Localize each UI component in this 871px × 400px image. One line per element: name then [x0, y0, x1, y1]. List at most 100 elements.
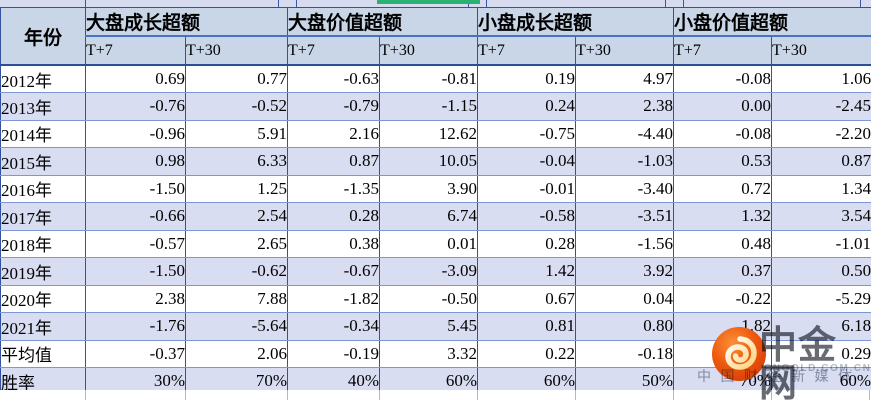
- value-cell: -0.75: [477, 119, 577, 148]
- row-label: 2017年: [0, 202, 86, 231]
- value-cell: 1.32: [673, 202, 773, 231]
- gridline-tick: [869, 390, 870, 400]
- value-cell: -0.34: [287, 312, 381, 341]
- value-cell: -0.63: [287, 64, 381, 93]
- value-cell: 0.77: [184, 64, 289, 93]
- value-cell: -5.64: [184, 312, 289, 341]
- row-label: 平均值: [0, 339, 86, 368]
- value-cell: -0.76: [85, 92, 186, 121]
- row-label: 2013年: [0, 92, 86, 121]
- value-cell: 0.00: [673, 92, 773, 121]
- value-cell: -0.52: [184, 92, 289, 121]
- value-cell: -0.22: [673, 284, 773, 313]
- group-header-small-value: 小盘价值超额: [673, 7, 871, 37]
- table-row: 2016年 -1.50 1.25 -1.35 3.90 -0.01 -3.40 0.72 1.3…: [0, 174, 871, 203]
- value-cell: 0.53: [673, 147, 773, 176]
- value-cell: 6.74: [379, 202, 479, 231]
- value-cell: 3.54: [771, 202, 871, 231]
- value-cell: -0.62: [184, 257, 289, 286]
- value-cell: -0.81: [379, 64, 479, 93]
- value-cell: 0.50: [771, 257, 871, 286]
- gridline-tick: [278, 0, 279, 7]
- gridline-tick: [575, 390, 576, 400]
- gridline-tick: [683, 0, 684, 7]
- subheader-t30: T+30: [771, 35, 871, 66]
- value-cell: -0.01: [477, 174, 577, 203]
- value-cell: 0.22: [477, 339, 577, 368]
- gridline-tick: [185, 390, 186, 400]
- value-cell: 0.87: [287, 147, 381, 176]
- value-cell: 10.05: [379, 147, 479, 176]
- subheader-t7: T+7: [673, 35, 773, 66]
- gridline-tick: [771, 390, 772, 400]
- group-header-small-growth: 小盘成长超额: [477, 7, 675, 37]
- value-cell: -1.03: [575, 147, 675, 176]
- value-cell: 5.91: [184, 119, 289, 148]
- value-cell: -2.20: [771, 119, 871, 148]
- table-row: 2014年 -0.96 5.91 2.16 12.62 -0.75 -4.40 -0.08 -2…: [0, 119, 871, 148]
- header-row-horizons: T+7 T+30 T+7 T+30 T+7 T+30 T+7 T+30: [1, 35, 871, 66]
- value-cell: -0.04: [477, 147, 577, 176]
- value-cell: 0.69: [85, 64, 186, 93]
- row-label: 2019年: [0, 257, 86, 286]
- header-row-groups: 年份 大盘成长超额 大盘价值超额 小盘成长超额 小盘价值超额: [0, 7, 871, 66]
- value-cell: -4.40: [575, 119, 675, 148]
- watermark-tagline: 中国财经新媒体: [697, 370, 862, 385]
- value-cell: 2.16: [287, 119, 381, 148]
- value-cell: 1.34: [771, 174, 871, 203]
- value-cell: 0.80: [575, 312, 675, 341]
- watermark-brand: 中金网: [759, 325, 838, 400]
- subheader-t7: T+7: [477, 35, 577, 66]
- value-cell: 2.54: [184, 202, 289, 231]
- value-cell: 0.29: [771, 339, 871, 368]
- value-cell: 1.42: [477, 257, 577, 286]
- table-row: 2017年 -0.66 2.54 0.28 6.74 -0.58 -3.51 1.32 3.54: [0, 202, 871, 231]
- year-column-header: 年份: [0, 7, 86, 66]
- gridline-tick: [477, 390, 478, 400]
- value-cell: 0.19: [477, 64, 577, 93]
- table-row: 2018年 -0.57 2.65 0.38 0.01 0.28 -1.56 0.48 -1.01: [0, 229, 871, 258]
- value-cell: 0.98: [85, 147, 186, 176]
- value-cell: -0.19: [287, 339, 381, 368]
- value-cell: 2.06: [184, 339, 289, 368]
- value-cell: 5.45: [379, 312, 479, 341]
- value-cell: -0.79: [287, 92, 381, 121]
- value-cell: 0.67: [477, 284, 577, 313]
- value-cell: 3.32: [379, 339, 479, 368]
- gridline-tick: [85, 0, 86, 7]
- value-cell: -1.50: [85, 174, 186, 203]
- row-label: 2015年: [0, 147, 86, 176]
- gridline-tick: [85, 390, 86, 400]
- value-cell: -1.56: [575, 229, 675, 258]
- value-cell: 2.38: [85, 284, 186, 313]
- value-cell: 0.28: [477, 229, 577, 258]
- value-cell: 6.33: [184, 147, 289, 176]
- gridline-tick: [287, 390, 288, 400]
- value-cell: 0.38: [287, 229, 381, 258]
- value-cell: 0.01: [379, 229, 479, 258]
- value-cell: -1.76: [85, 312, 186, 341]
- value-cell: -3.09: [379, 257, 479, 286]
- row-label: 2016年: [0, 174, 86, 203]
- value-cell: 0.37: [673, 257, 773, 286]
- value-cell: -0.57: [85, 229, 186, 258]
- table-row: 2013年 -0.76 -0.52 -0.79 -1.15 0.24 2.38 0.00 -2.…: [0, 92, 871, 121]
- gridline-tick: [296, 0, 297, 7]
- watermark-domain: CNGOLD.COM.CN: [764, 363, 871, 374]
- value-cell: 0.28: [287, 202, 381, 231]
- row-label: 2018年: [0, 229, 86, 258]
- value-cell: 0.72: [673, 174, 773, 203]
- row-label: 2021年: [0, 312, 86, 341]
- selection-highlight-mark: [377, 0, 480, 4]
- gridline-tick: [486, 0, 487, 7]
- cngold-logo-icon: [712, 327, 766, 381]
- gridline-tick: [379, 390, 380, 400]
- table-row: 2012年 0.69 0.77 -0.63 -0.81 0.19 4.97 -0.08 1.06: [0, 64, 871, 93]
- subheader-t7: T+7: [85, 35, 186, 66]
- value-cell: -2.45: [771, 92, 871, 121]
- value-cell: 7.88: [184, 284, 289, 313]
- value-cell: 0.24: [477, 92, 577, 121]
- value-cell: -0.58: [477, 202, 577, 231]
- value-cell: -0.18: [575, 339, 675, 368]
- value-cell: -1.35: [287, 174, 381, 203]
